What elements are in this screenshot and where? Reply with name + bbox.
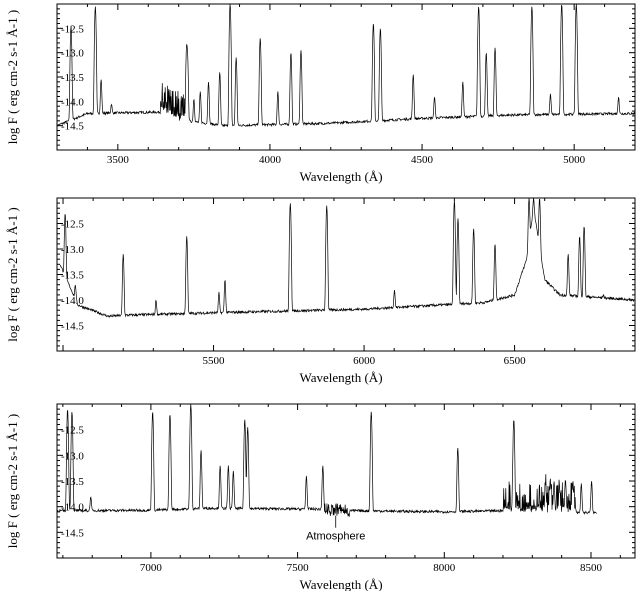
x-tick-label: 4000	[259, 154, 282, 166]
y-tick-label: -13.0	[61, 48, 84, 60]
y-tick-label: -14.0	[61, 295, 84, 307]
annotation-label: Atmosphere	[306, 531, 365, 543]
x-tick-label: 8000	[433, 562, 456, 574]
x-tick-label: 7000	[140, 562, 163, 574]
y-tick-label: -13.5	[61, 476, 84, 488]
x-tick-label: 5500	[203, 355, 226, 367]
y-tick-label: -12.5	[61, 23, 84, 35]
x-tick-label: 6500	[504, 355, 527, 367]
plot-frame	[56, 197, 636, 352]
y-tick-label: -14.0	[61, 502, 84, 514]
y-tick-label: -14.5	[61, 321, 84, 333]
x-axis-label: Wavelength (Å)	[299, 370, 382, 385]
panel-bottom: 7000 7500 8000 8500-12.5-13.0-13.5-14.0-14.…	[5, 403, 636, 591]
panel-middle: 5500 6000 6500 -12.5 -13.0 -13.5 -14.0 -14.5 Wav…	[5, 197, 636, 385]
y-tick-label: -14.5	[61, 527, 84, 539]
spectrum-line	[57, 404, 597, 517]
x-axis-label: Wavelength (Å)	[299, 577, 382, 591]
x-tick-label: 4500	[411, 154, 434, 166]
y-tick-label: -12.5	[61, 219, 84, 231]
x-tick-label: 8500	[580, 562, 603, 574]
spectrum-line	[57, 4, 635, 128]
spectrum-line	[59, 198, 635, 318]
x-axis-label: Wavelength (Å)	[299, 169, 382, 184]
y-tick-label: -14.5	[61, 121, 84, 133]
x-tick-label: 5000	[563, 154, 586, 166]
y-tick-label: -13.5	[61, 72, 84, 84]
y-axis-label: log F ( erg cm-2 s-1 Å-1 )	[5, 10, 20, 144]
plot-frame	[56, 3, 636, 151]
x-tick-label: 3500	[107, 154, 130, 166]
x-tick-label: 7500	[287, 562, 310, 574]
panel-top: 3500 4000 4500 5000-12.5-13.0-13.5-14.0-14.…	[5, 3, 636, 184]
y-tick-label: -13.5	[61, 270, 84, 282]
y-axis-label: log F ( erg cm-2 s-1 Å-1 )	[5, 207, 20, 341]
y-axis-label: log F ( erg cm-2 s-1 Å-1 )	[5, 414, 20, 548]
y-tick-label: -13.0	[61, 244, 84, 256]
x-tick-label: 6000	[353, 355, 376, 367]
